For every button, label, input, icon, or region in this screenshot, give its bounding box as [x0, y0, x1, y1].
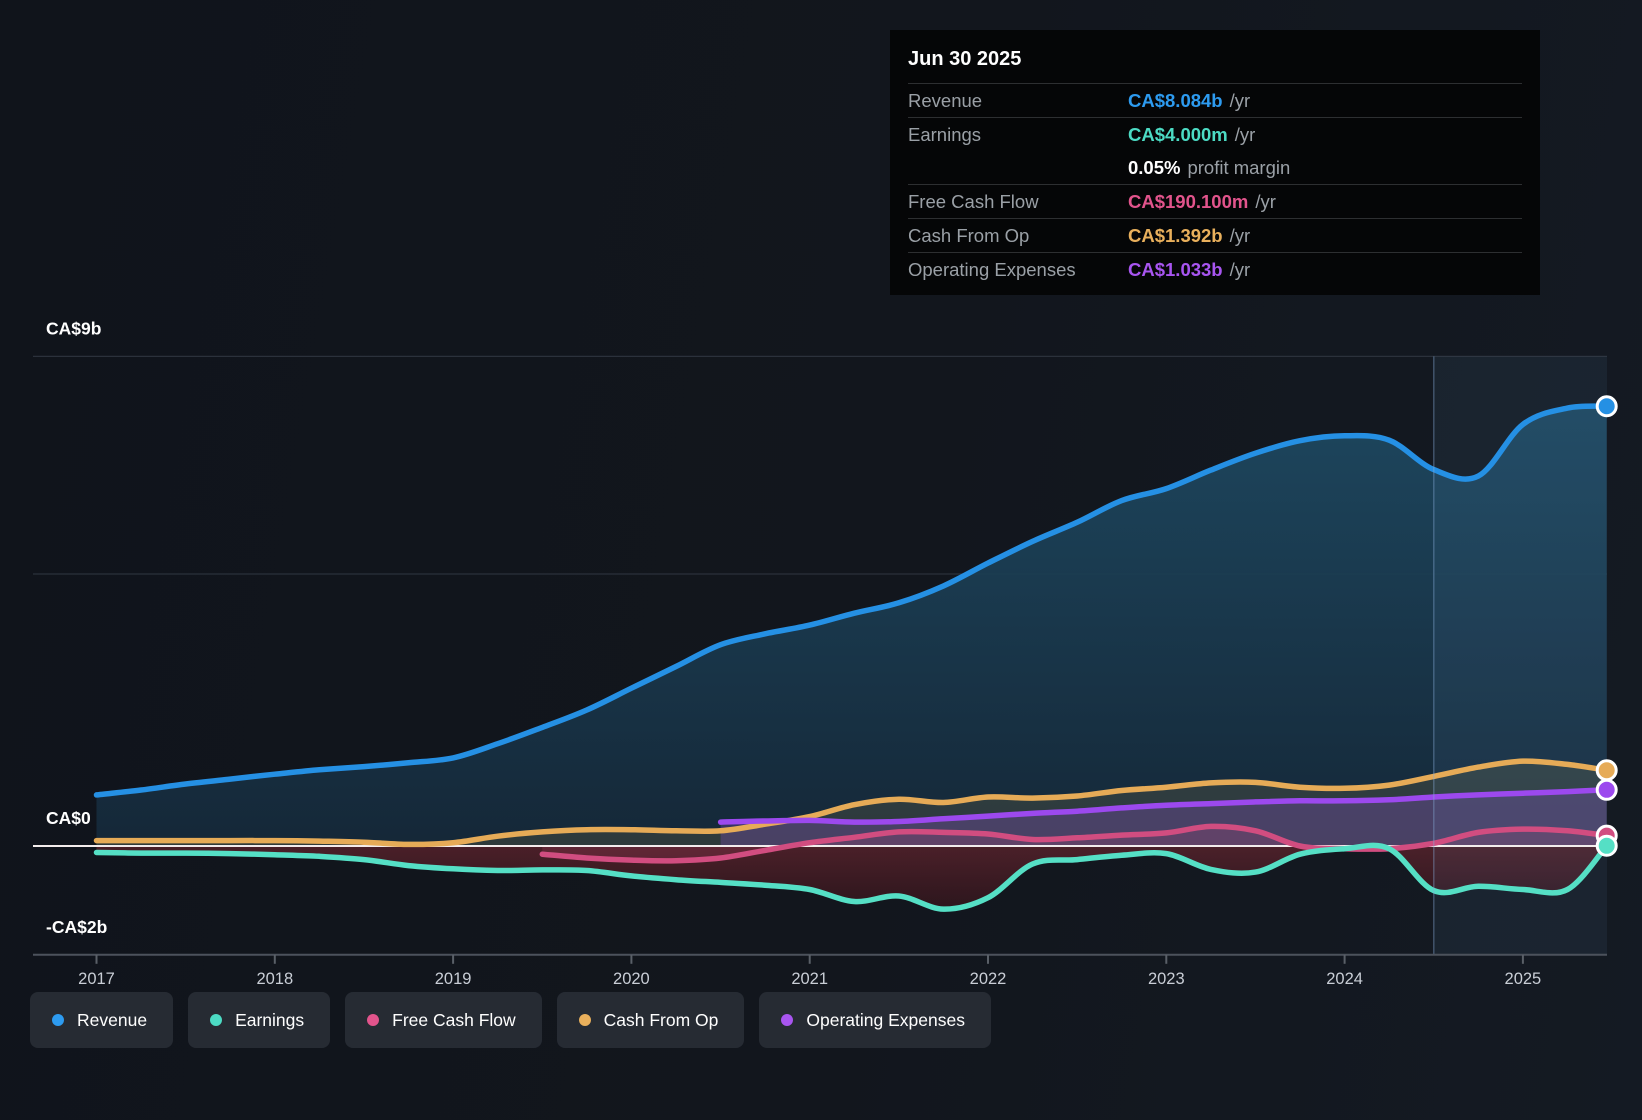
tooltip-label: Operating Expenses [908, 258, 1076, 280]
operating-expenses-line [717, 787, 1610, 825]
x-axis-tick-label: 2024 [1326, 970, 1363, 988]
y-axis-label: -CA$2b [46, 917, 107, 937]
tooltip-row-operating-expenses: Operating Expenses CA$1.033b /yr [908, 252, 1522, 286]
free-cash-flow-dot-icon [367, 1014, 380, 1026]
legend-label: Earnings [235, 1009, 305, 1030]
revenue-endpoint-dot[interactable] [1595, 395, 1618, 418]
x-axis-tick-label: 2025 [1505, 970, 1542, 988]
operating-expenses-endpoint-dot[interactable] [1595, 778, 1618, 801]
x-axis-tick-label: 2018 [256, 970, 293, 988]
x-axis-tick-label: 2020 [613, 970, 650, 988]
revenue-area [96, 406, 1607, 846]
earnings-line [93, 842, 1610, 912]
legend-label: Cash From Op [603, 1009, 719, 1030]
cash-from-op-endpoint-dot[interactable] [1595, 759, 1618, 782]
x-axis-tick-label: 2019 [435, 970, 472, 988]
profit-margin-label: profit margin [1187, 156, 1291, 178]
tooltip-unit: /yr [1234, 123, 1256, 145]
tooltip-row-free-cash-flow: Free Cash Flow CA$190.100m /yr [908, 184, 1522, 218]
tooltip-label: Cash From Op [908, 224, 1030, 246]
cash-from-op-dot-icon [578, 1014, 591, 1026]
tooltip-unit: /yr [1229, 89, 1251, 111]
chart-tooltip: Jun 30 2025 Revenue CA$8.084b /yr Earnin… [890, 30, 1540, 295]
tooltip-label: Earnings [908, 123, 982, 145]
revenue-line [93, 403, 1610, 798]
tooltip-unit: /yr [1229, 258, 1251, 280]
earnings-endpoint-dot[interactable] [1595, 834, 1618, 857]
chart-legend: Revenue Earnings Free Cash Flow Cash Fro… [30, 992, 991, 1048]
operating-expenses-dot-icon [781, 1014, 794, 1026]
legend-label: Revenue [77, 1009, 148, 1030]
earnings-dot-icon [210, 1014, 223, 1026]
tooltip-unit: /yr [1229, 224, 1251, 246]
tooltip-value: CA$1.033b [1128, 258, 1223, 280]
tooltip-value: CA$190.100m [1128, 190, 1249, 212]
tooltip-row-profit-margin: 0.05% profit margin [908, 151, 1522, 184]
legend-item-revenue[interactable]: Revenue [30, 992, 174, 1048]
tooltip-label: Free Cash Flow [908, 190, 1039, 212]
free-cash-flow-area [542, 826, 1607, 861]
free-cash-flow-line [539, 823, 1610, 864]
tooltip-unit: /yr [1255, 190, 1276, 212]
legend-item-free-cash-flow[interactable]: Free Cash Flow [345, 992, 542, 1048]
legend-item-earnings[interactable]: Earnings [188, 992, 331, 1048]
y-axis-label: CA$9b [46, 318, 101, 338]
revenue-dot-icon [52, 1014, 64, 1026]
legend-label: Operating Expenses [806, 1009, 965, 1030]
tooltip-label: Revenue [908, 89, 983, 111]
tooltip-date: Jun 30 2025 [908, 48, 1022, 70]
tooltip-row-revenue: Revenue CA$8.084b /yr [908, 83, 1522, 117]
tooltip-value: CA$8.084b [1128, 89, 1223, 111]
x-axis-tick-label: 2023 [1148, 970, 1185, 988]
earnings-negative-area [96, 845, 1607, 910]
x-axis-tick-label: 2017 [78, 970, 115, 988]
y-axis-label: CA$0 [46, 808, 91, 828]
cash-from-op-line [93, 758, 1610, 848]
highlight-band [1433, 356, 1607, 955]
profit-margin-value: 0.05% [1128, 156, 1181, 178]
tooltip-row-earnings: Earnings CA$4.000m /yr [908, 117, 1522, 151]
tooltip-value: CA$1.392b [1128, 224, 1223, 246]
tooltip-value: CA$4.000m [1128, 123, 1228, 145]
legend-item-operating-expenses[interactable]: Operating Expenses [759, 992, 991, 1048]
legend-item-cash-from-op[interactable]: Cash From Op [556, 992, 745, 1048]
x-axis-tick-label: 2021 [791, 970, 828, 988]
legend-label: Free Cash Flow [392, 1009, 516, 1030]
tooltip-row-cash-from-op: Cash From Op CA$1.392b /yr [908, 218, 1522, 252]
x-axis-tick-label: 2022 [970, 970, 1007, 988]
